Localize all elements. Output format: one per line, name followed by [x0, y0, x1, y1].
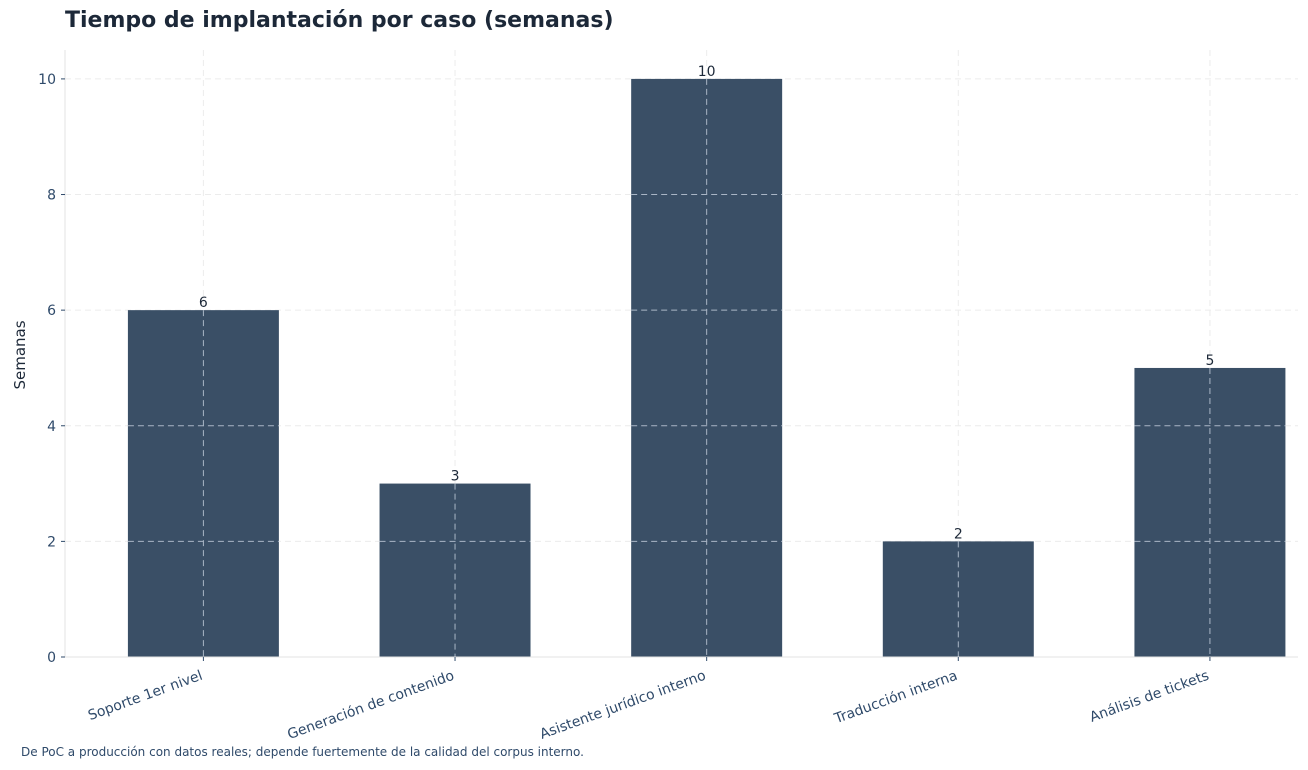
y-tick-label: 4 — [47, 419, 56, 435]
y-tick-label: 6 — [47, 303, 56, 319]
data-label: 2 — [954, 526, 963, 542]
y-axis-label: Semanas — [11, 320, 29, 389]
x-tick-label: Asistente jurídico interno — [538, 668, 708, 743]
bars — [127, 78, 1286, 657]
x-ticks: Soporte 1er nivel Generación de contenido… — [86, 657, 1211, 743]
data-label: 10 — [698, 64, 716, 80]
x-tick-label: Traducción interna — [831, 668, 959, 728]
x-tick-label: Generación de contenido — [285, 668, 456, 743]
x-tick-label: Análisis de tickets — [1088, 668, 1212, 726]
data-label: 6 — [199, 295, 208, 311]
chart-title: Tiempo de implantación por caso (semanas… — [65, 8, 614, 33]
y-tick-label: 2 — [47, 534, 56, 550]
bar — [882, 541, 1034, 657]
y-tick-label: 0 — [47, 650, 56, 666]
x-tick-label: Soporte 1er nivel — [86, 668, 205, 724]
footnote: De PoC a producción con datos reales; de… — [21, 745, 584, 759]
y-ticks: 0 2 4 6 8 10 — [38, 72, 65, 666]
y-tick-label: 8 — [47, 188, 56, 204]
y-tick-label: 10 — [38, 72, 56, 88]
bar — [379, 483, 531, 657]
grid-foreground — [127, 78, 1286, 657]
data-label: 5 — [1205, 353, 1214, 369]
axes — [64, 50, 1298, 658]
data-labels: 6 3 10 2 5 — [199, 64, 1214, 542]
data-label: 3 — [451, 469, 460, 485]
